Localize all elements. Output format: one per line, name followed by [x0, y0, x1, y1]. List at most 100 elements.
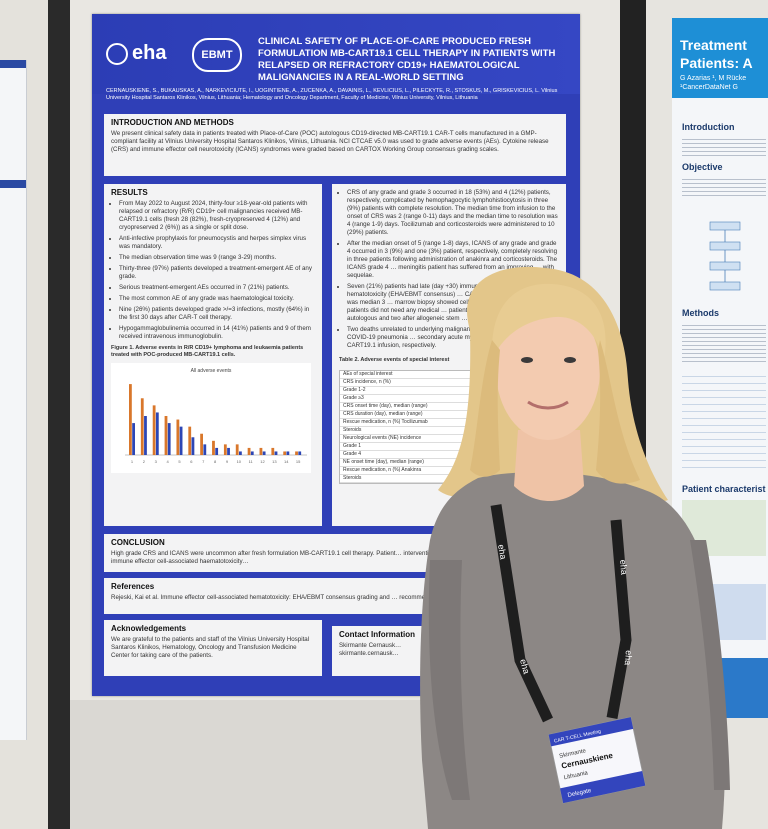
chart-tick-label: 4 — [166, 459, 169, 464]
chart-bar — [274, 451, 278, 455]
chart-bar — [259, 447, 263, 455]
table-row: AEs of special interest — [340, 371, 558, 379]
chart-bar — [286, 451, 290, 455]
right-poster-objective-heading: Objective — [682, 162, 723, 172]
chart-bar — [188, 426, 192, 455]
eye-right — [564, 357, 576, 363]
results-item: CRS of any grade and grade 3 occurred in… — [347, 189, 559, 237]
right-poster-flowchart — [709, 221, 741, 291]
hair-fringe — [492, 283, 606, 360]
chart-bar — [295, 451, 298, 455]
table-title: Table 2. Adverse events of special inter… — [339, 357, 450, 363]
contact-email: skirmante.cernausk… — [339, 650, 399, 657]
chart-bar — [155, 412, 159, 455]
chart-bar — [203, 444, 207, 455]
lanyard-left — [490, 504, 553, 723]
table-row: CRS duration (day), median (range) — [340, 411, 558, 419]
chart-bar — [144, 416, 147, 455]
intro-section: INTRODUCTION AND METHODS We present clin… — [104, 114, 566, 176]
results-heading: RESULTS — [111, 188, 148, 197]
face — [496, 300, 600, 440]
references-heading: References — [111, 582, 155, 591]
sweater-sleeve-left — [428, 560, 470, 800]
mouth — [527, 400, 569, 410]
chart-bar — [179, 426, 183, 455]
eha-logo-text: eha — [132, 42, 167, 64]
results-item: Anti-infective prophylaxis for pneumocys… — [119, 235, 315, 251]
badge-country: Lithuania — [563, 770, 589, 781]
right-poster-text-block — [682, 176, 766, 198]
acknowledgements-section: Acknowledgements We are grateful to the … — [104, 620, 322, 676]
lanyard-text: eha — [496, 544, 508, 561]
table-row: Grade 4 — [340, 451, 558, 459]
booth-pole-left — [48, 0, 70, 829]
results-continued-list: CRS of any grade and grade 3 occurred in… — [339, 189, 559, 350]
badge-role: Delegate — [567, 788, 592, 799]
badge-first-name: Skirmante — [559, 748, 587, 760]
chart-tick-label: 13 — [272, 459, 277, 464]
sweater-sleeve-right — [690, 540, 730, 790]
table-row: CRS onset time (day), median (range) — [340, 403, 558, 411]
poster-header — [92, 14, 580, 94]
chart-bar — [223, 444, 227, 455]
chart-tick-label: 10 — [237, 459, 242, 464]
chart-bars: 1 2 3 4 5 6 7 8 9 10 11 12 13 14 15 — [129, 384, 302, 464]
results-item: Two deaths unrelated to underlying malig… — [347, 326, 559, 350]
lanyard-text: eha — [518, 658, 532, 675]
table-row: Grade 1 — [340, 443, 558, 451]
results-item: Thirty-three (97%) patients developed a … — [119, 265, 315, 281]
chart-bar — [200, 433, 203, 455]
right-poster-introduction-heading: Introduction — [682, 122, 735, 132]
chart-bar — [271, 447, 275, 455]
chart-tick-label: 5 — [178, 459, 181, 464]
chart-bar — [152, 405, 156, 455]
chart-tick-label: 15 — [296, 459, 301, 464]
table-row: Neurological events (NE) incidence — [340, 435, 558, 443]
results-item: Nine (26%) patients developed grade >/=3… — [119, 306, 315, 322]
chart-bar — [298, 451, 302, 455]
chart-tick-label: 14 — [284, 459, 289, 464]
left-poster-band — [0, 60, 26, 68]
chart-tick-label: 9 — [226, 459, 229, 464]
results-item: The median observation time was 9 (range… — [119, 254, 315, 262]
name-badge: CAR T-CELL Meeting Skirmante Cernauskien… — [548, 716, 646, 804]
conclusion-heading: CONCLUSION — [111, 538, 165, 547]
hair-side-right — [596, 340, 640, 484]
table-row: Steroids — [340, 427, 558, 435]
table-row: CRS incidence, n (%) — [340, 379, 558, 387]
eha-logo: eha — [106, 42, 166, 65]
left-poster-band — [0, 180, 26, 188]
chart-tick-label: 12 — [260, 459, 265, 464]
chart-bar — [227, 447, 230, 455]
chart-bar — [164, 416, 168, 455]
poster-authors: CERNAUSKIENE, S., BUKAUSKAS, A., NARKEVI… — [106, 88, 558, 101]
results-section: RESULTS From May 2022 to August 2024, th… — [104, 184, 322, 526]
results-item: Hypogammaglobulinemia occurred in 14 (41… — [119, 325, 315, 341]
chart-bar — [250, 451, 254, 455]
chart-bar — [212, 440, 215, 455]
chart-bar — [167, 423, 171, 455]
contact-heading: Contact Information — [339, 630, 415, 639]
references-text: Rejeski, Kai et al. Immune effector cell… — [111, 594, 510, 601]
poster-title: Clinical safety of place-of-care produce… — [258, 36, 556, 83]
chart-bar — [262, 451, 266, 455]
right-poster-methods-heading: Methods — [682, 308, 719, 318]
chart-bar — [283, 451, 287, 455]
chart-bar — [247, 447, 251, 455]
chart-tick-label: 1 — [131, 459, 134, 464]
right-poster-header — [672, 18, 768, 98]
chart-bar — [132, 423, 135, 455]
sweater — [420, 472, 726, 829]
neck — [514, 430, 584, 501]
chart-bar — [235, 444, 239, 455]
right-poster-text-block — [682, 322, 766, 362]
acknowledgements-text: We are grateful to the patients and staf… — [111, 636, 310, 659]
chart-tick-label: 7 — [202, 459, 205, 464]
chart-bar — [129, 384, 132, 455]
eha-logo-icon — [106, 42, 128, 65]
results-list: From May 2022 to August 2024, thirty-fou… — [111, 200, 315, 341]
chart-bar — [140, 398, 144, 455]
right-poster-patient-characteristics-heading: Patient characterist — [682, 484, 766, 494]
conclusion-text: High grade CRS and ICANS were uncommon a… — [111, 550, 545, 565]
